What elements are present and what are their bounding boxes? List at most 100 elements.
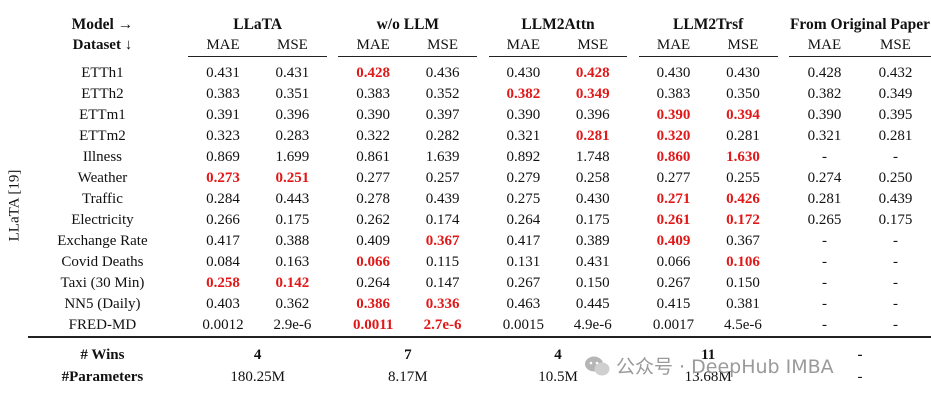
value-cell: 0.0011	[338, 315, 408, 338]
value-cell: 0.428	[807, 65, 842, 81]
value-cell: -	[821, 233, 827, 249]
summary-value: 4	[554, 347, 562, 363]
value-cell: 0.284	[206, 191, 240, 207]
value-cell: 0.860	[656, 149, 691, 165]
value-cell: 0.417	[506, 233, 541, 249]
value-cell: 0.281	[575, 128, 610, 144]
value-cell: 0.367	[726, 233, 760, 249]
value-cell: 0.322	[356, 128, 391, 144]
value-cell: 0.258	[206, 275, 240, 291]
value-cell: 2.9e-6	[257, 315, 328, 338]
value-cell: 0.251	[275, 170, 310, 186]
metric-mae: MAE	[488, 35, 559, 57]
value-cell: 0.267	[656, 275, 691, 291]
value-cell: -	[892, 296, 898, 312]
value-cell: -	[859, 315, 931, 338]
summary-row: # Wins 4 7 4 11 -	[28, 344, 931, 366]
value-cell: 1.630	[726, 149, 760, 165]
model-name: LLM2Trsf	[673, 16, 744, 33]
table-row: NN5 (Daily) 0.403 0.362 0.386 0.336 0.463 0.44…	[28, 294, 931, 315]
metric-mse: MSE	[708, 35, 778, 57]
value-cell: 0.277	[356, 170, 391, 186]
table-row: ETTm2 0.323 0.283 0.322 0.282 0.321 0.281 0.320…	[28, 126, 931, 147]
value-cell: 0.415	[656, 296, 691, 312]
model-name: w/o LLM	[376, 16, 440, 33]
value-cell: 0.174	[425, 212, 460, 228]
value-cell: 0.861	[356, 149, 391, 165]
value-cell: 1.639	[425, 149, 460, 165]
chat-bubble-icon	[585, 356, 610, 375]
value-cell: 0.383	[656, 86, 691, 102]
summary-value: 180.25M	[230, 369, 285, 385]
value-cell: 4.5e-6	[708, 315, 778, 338]
value-cell: 0.445	[575, 296, 610, 312]
value-cell: 0.892	[506, 149, 541, 165]
value-cell: 0.265	[807, 212, 842, 228]
value-cell: -	[788, 315, 860, 338]
metric-mse: MSE	[859, 35, 931, 57]
summary-value: 7	[404, 347, 412, 363]
value-cell: 0.066	[356, 254, 391, 270]
value-cell: 0.115	[425, 254, 460, 270]
summary-label: # Wins	[80, 347, 125, 363]
metric-mse: MSE	[257, 35, 328, 57]
dataset-name: ETTm1	[79, 107, 126, 123]
value-cell: 0.163	[275, 254, 310, 270]
value-cell: -	[821, 254, 827, 270]
value-cell: 0.274	[807, 170, 842, 186]
watermark: 公众号 · DeepHub IMBA	[584, 352, 834, 379]
summary-value: 11	[701, 347, 716, 363]
value-cell: 0.323	[206, 128, 240, 144]
metric-mae: MAE	[338, 35, 408, 57]
value-cell: -	[892, 275, 898, 291]
value-cell: 0.283	[275, 128, 310, 144]
table-row: Weather 0.273 0.251 0.277 0.257 0.279 0.258 0.2…	[28, 168, 931, 189]
model-name: LLM2Attn	[521, 16, 595, 33]
value-cell: 0.428	[575, 65, 610, 81]
value-cell: 0.383	[356, 86, 391, 102]
value-cell: 0.271	[656, 191, 691, 207]
value-cell: 0.175	[878, 212, 913, 228]
value-cell: 0.0012	[188, 315, 258, 338]
value-cell: 0.321	[506, 128, 541, 144]
dataset-name: Traffic	[82, 191, 123, 207]
value-cell: 0.264	[506, 212, 541, 228]
summary-row: #Parameters 180.25M 8.17M 10.5M 13.68M -	[28, 366, 931, 388]
summary-value: 4	[253, 347, 262, 363]
dataset-name: Electricity	[71, 212, 134, 228]
value-cell: -	[821, 275, 827, 291]
dataset-name: Exchange Rate	[57, 233, 148, 249]
value-cell: 0.397	[425, 107, 460, 123]
model-label: Model →	[71, 16, 134, 33]
table-row: Exchange Rate 0.417 0.388 0.409 0.367 0.417 0.…	[28, 231, 931, 252]
value-cell: 0.150	[575, 275, 610, 291]
results-table: Model → LLaTA w/o LLM LLM2Attn LLM2Trsf …	[28, 14, 931, 388]
value-cell: 0.463	[506, 296, 541, 312]
value-cell: 0.439	[878, 191, 913, 207]
value-cell: 0.386	[356, 296, 391, 312]
value-cell: 0.262	[356, 212, 391, 228]
value-cell: 0.266	[206, 212, 240, 228]
summary-value: 8.17M	[388, 369, 428, 385]
value-cell: 0.258	[575, 170, 610, 186]
value-cell: 0.390	[506, 107, 541, 123]
value-cell: 0.277	[656, 170, 691, 186]
value-cell: 0.409	[356, 233, 391, 249]
value-cell: 0.431	[206, 65, 240, 81]
value-cell: 0.282	[425, 128, 460, 144]
value-cell: 0.261	[656, 212, 691, 228]
model-name: LLaTA	[233, 16, 283, 33]
value-cell: 0.395	[878, 107, 913, 123]
summary-label: #Parameters	[61, 369, 144, 385]
value-cell: 0.431	[275, 65, 310, 81]
value-cell: 0.275	[506, 191, 541, 207]
value-cell: 0.349	[575, 86, 610, 102]
dataset-label: Dataset ↓	[72, 37, 133, 54]
metric-mae: MAE	[788, 35, 860, 57]
value-cell: -	[821, 149, 827, 165]
value-cell: 0.131	[506, 254, 541, 270]
value-cell: 0.430	[575, 191, 610, 207]
value-cell: 0.367	[425, 233, 460, 249]
summary-value: 13.68M	[684, 369, 732, 385]
value-cell: 0.428	[356, 65, 391, 81]
